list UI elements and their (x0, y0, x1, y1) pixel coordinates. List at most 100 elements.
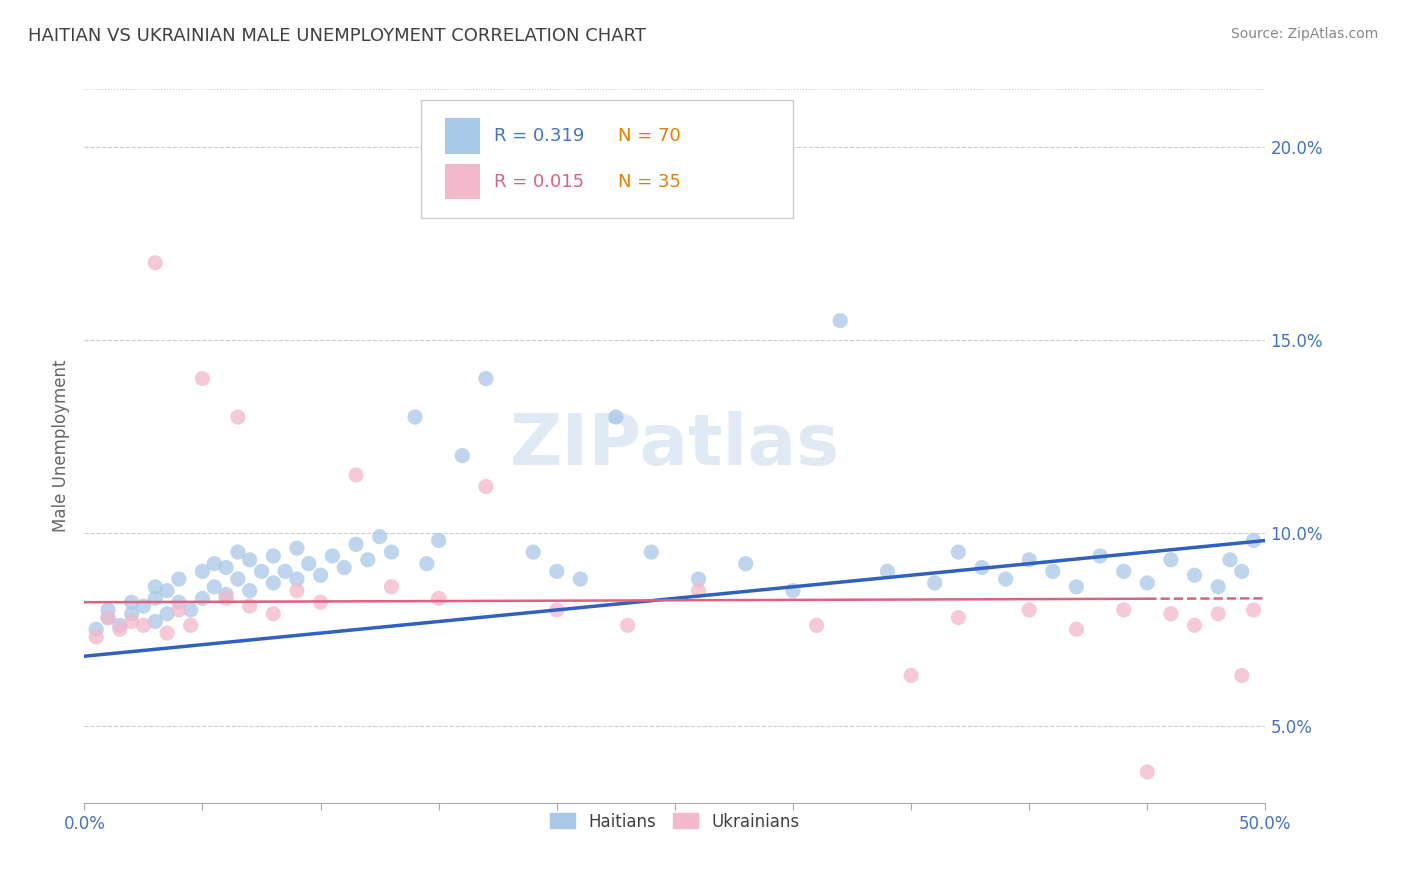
Point (97, 603, 120, 617)
Point (285, 583, 308, 598)
Point (451, 449, 474, 463)
Point (1066, 622, 1088, 636)
Point (1160, 607, 1182, 621)
Point (806, 618, 828, 632)
Point (1230, 565, 1253, 579)
Point (475, 479, 498, 493)
Point (97, 610, 120, 624)
Point (121, 595, 143, 609)
Point (1219, 553, 1241, 567)
Point (309, 568, 332, 582)
Point (108, 622, 131, 636)
Point (876, 565, 898, 579)
Point (215, 560, 238, 574)
Point (782, 583, 804, 598)
FancyBboxPatch shape (420, 100, 793, 218)
Point (262, 607, 284, 621)
Text: N = 70: N = 70 (619, 127, 681, 145)
Point (143, 591, 166, 606)
Point (226, 410, 249, 425)
Point (333, 560, 356, 574)
Point (191, 371, 214, 385)
Point (546, 603, 568, 617)
Point (262, 576, 284, 591)
Point (344, 467, 367, 482)
Point (298, 557, 321, 571)
Point (344, 537, 367, 551)
Point (1042, 565, 1064, 579)
Point (321, 549, 343, 563)
Point (1136, 764, 1159, 779)
Point (1243, 533, 1265, 548)
Point (427, 533, 450, 548)
Point (191, 565, 214, 579)
Point (226, 545, 249, 559)
Point (167, 572, 190, 586)
Point (357, 553, 380, 567)
FancyBboxPatch shape (444, 164, 479, 200)
Point (167, 595, 190, 609)
Point (734, 557, 756, 571)
FancyBboxPatch shape (444, 118, 479, 153)
Point (285, 572, 308, 586)
Point (948, 610, 970, 624)
Point (1018, 603, 1040, 617)
Point (143, 615, 166, 629)
Point (605, 410, 627, 425)
Point (1206, 607, 1229, 621)
Point (900, 668, 922, 682)
Point (416, 557, 439, 571)
Point (202, 557, 225, 571)
Point (546, 565, 568, 579)
Text: ZIPatlas: ZIPatlas (510, 411, 839, 481)
Point (121, 607, 143, 621)
Point (108, 618, 131, 632)
Point (143, 580, 166, 594)
Y-axis label: Male Unemployment: Male Unemployment (52, 359, 70, 533)
Point (250, 565, 273, 579)
Point (132, 618, 155, 632)
Point (1112, 565, 1135, 579)
Point (1184, 618, 1206, 632)
Point (215, 587, 238, 601)
Point (274, 565, 297, 579)
Point (121, 615, 143, 629)
Point (167, 603, 190, 617)
Point (368, 530, 391, 544)
Point (239, 553, 262, 567)
Point (380, 580, 402, 594)
Point (309, 595, 332, 609)
Point (1243, 603, 1265, 617)
Point (84, 630, 107, 644)
Point (191, 591, 214, 606)
Point (427, 591, 450, 606)
Point (132, 599, 155, 613)
Point (475, 371, 498, 385)
Text: R = 0.319: R = 0.319 (494, 127, 585, 145)
Point (285, 541, 308, 556)
Text: Source: ZipAtlas.com: Source: ZipAtlas.com (1230, 27, 1378, 41)
Point (239, 599, 262, 613)
Point (202, 580, 225, 594)
Point (239, 583, 262, 598)
Point (180, 618, 202, 632)
Point (380, 545, 402, 559)
Point (1018, 553, 1040, 567)
Point (970, 560, 993, 574)
Point (688, 572, 710, 586)
Point (924, 576, 946, 591)
Point (688, 583, 710, 598)
Point (994, 572, 1017, 586)
Point (948, 545, 970, 559)
Point (1206, 580, 1229, 594)
Point (215, 591, 238, 606)
Point (156, 583, 179, 598)
Point (522, 545, 544, 559)
Point (180, 603, 202, 617)
Point (156, 607, 179, 621)
Point (226, 572, 249, 586)
Point (1184, 568, 1206, 582)
Point (1112, 603, 1135, 617)
Point (616, 618, 638, 632)
Point (404, 410, 426, 425)
